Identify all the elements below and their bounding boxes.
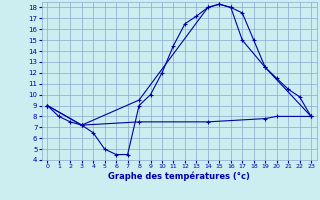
- X-axis label: Graphe des températures (°c): Graphe des températures (°c): [108, 172, 250, 181]
